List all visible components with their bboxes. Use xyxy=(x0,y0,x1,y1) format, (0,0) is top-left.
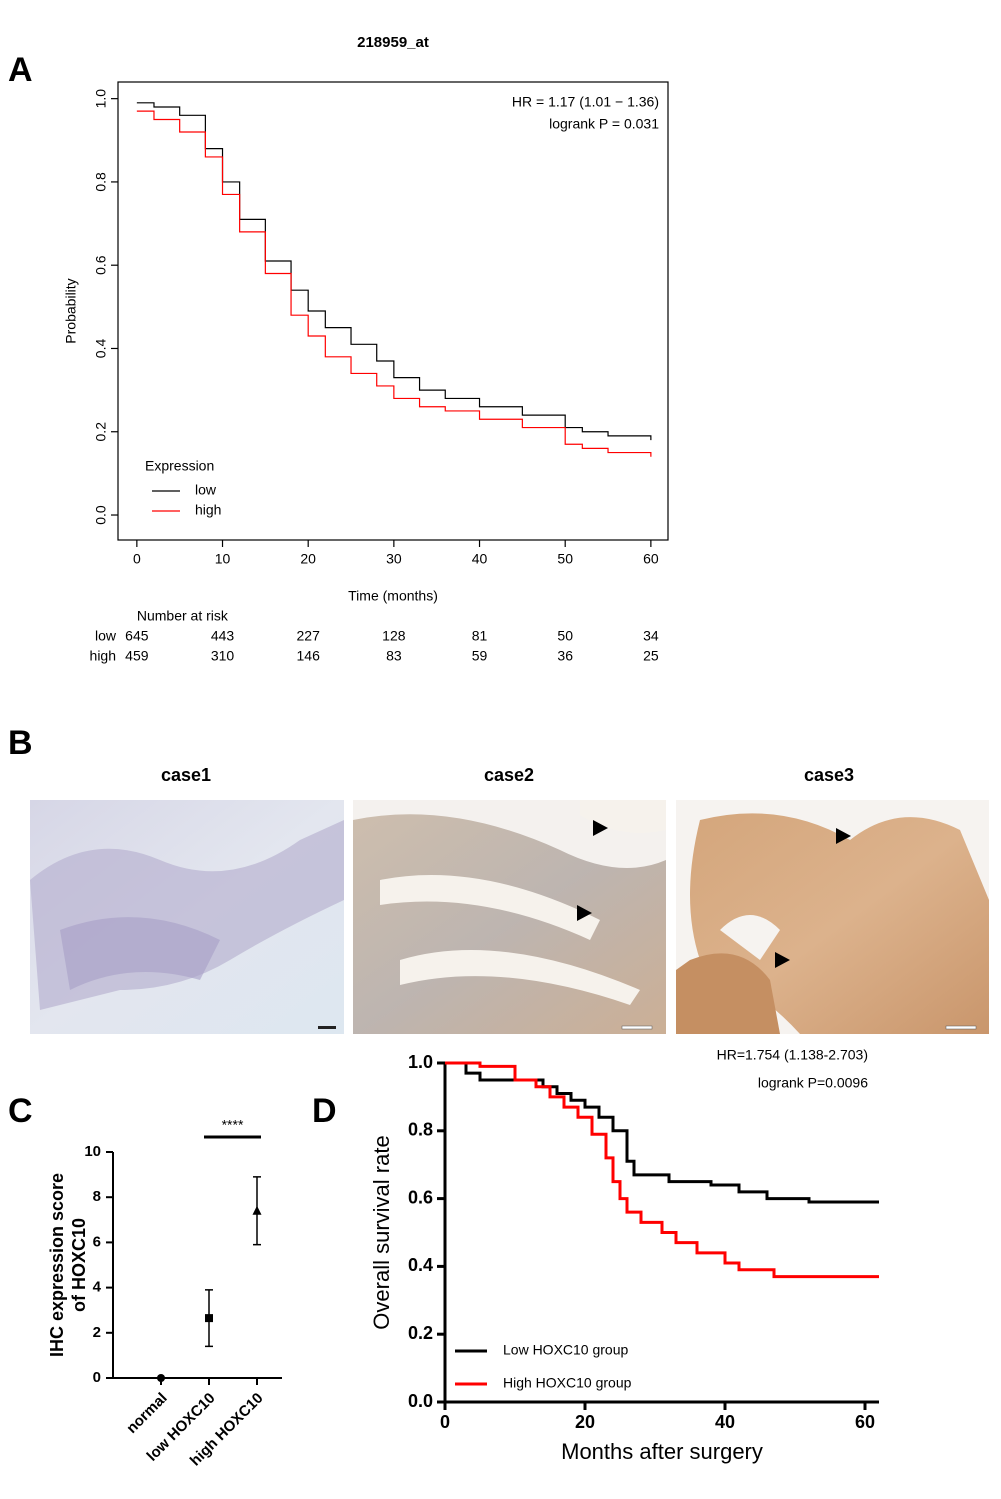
image-title: case2 xyxy=(484,765,534,785)
marker xyxy=(252,1205,262,1215)
risk-row-name: low xyxy=(95,628,117,644)
legend-label: high xyxy=(195,502,221,518)
x-tick-label: 20 xyxy=(575,1412,595,1432)
x-axis-label: Time (months) xyxy=(348,588,438,604)
x-tick-label: 30 xyxy=(386,551,402,567)
y-tick-label: 0.8 xyxy=(93,172,109,192)
risk-value: 36 xyxy=(557,648,573,664)
x-tick-label: 40 xyxy=(715,1412,735,1432)
panel-label: A xyxy=(8,51,33,89)
significance-label: **** xyxy=(222,1117,244,1133)
legend-label: low xyxy=(195,482,217,498)
y-tick-label: 4 xyxy=(93,1279,102,1296)
y-tick-label: 1.0 xyxy=(93,89,109,109)
y-axis-label: of HOXC10 xyxy=(69,1218,89,1312)
y-tick-label: 6 xyxy=(93,1233,101,1250)
survival-curve xyxy=(136,102,652,441)
y-tick-label: 0.0 xyxy=(93,505,109,525)
legend-title: Expression xyxy=(145,458,214,474)
legend-label: Low HOXC10 group xyxy=(503,1342,629,1358)
y-tick-label: 0.2 xyxy=(408,1323,433,1343)
survival-curve xyxy=(136,110,652,457)
y-tick-label: 0.6 xyxy=(93,255,109,275)
annotation: logrank P=0.0096 xyxy=(758,1075,868,1091)
risk-value: 25 xyxy=(643,648,659,664)
x-tick-label: 60 xyxy=(643,551,659,567)
risk-value: 443 xyxy=(211,628,235,644)
micrograph xyxy=(30,800,344,1034)
y-axis-label: Probability xyxy=(63,278,79,343)
x-tick-label: 0 xyxy=(440,1412,450,1432)
y-tick-label: 10 xyxy=(84,1143,101,1160)
risk-value: 50 xyxy=(557,628,573,644)
y-tick-label: 0.6 xyxy=(408,1187,433,1207)
risk-row-name: high xyxy=(90,648,116,664)
plot-frame xyxy=(117,81,669,541)
y-tick-label: 2 xyxy=(93,1324,101,1341)
y-tick-label: 0.8 xyxy=(408,1120,433,1140)
risk-value: 83 xyxy=(386,648,402,664)
y-axis-label: Overall survival rate xyxy=(369,1135,394,1329)
risk-value: 34 xyxy=(643,628,659,644)
y-tick-label: 0.4 xyxy=(93,339,109,359)
x-tick-label: 60 xyxy=(855,1412,875,1432)
x-tick-label: normal xyxy=(123,1390,170,1437)
risk-value: 459 xyxy=(125,648,149,664)
x-tick-label: 0 xyxy=(133,551,141,567)
risk-value: 81 xyxy=(472,628,488,644)
image-title: case3 xyxy=(804,765,854,785)
x-tick-label: 40 xyxy=(472,551,488,567)
annotation: HR=1.754 (1.138-2.703) xyxy=(717,1047,868,1063)
risk-title: Number at risk xyxy=(137,608,229,624)
marker xyxy=(157,1374,165,1382)
marker xyxy=(205,1314,213,1323)
panel-label: D xyxy=(312,1092,337,1130)
y-tick-label: 0.0 xyxy=(408,1391,433,1411)
annotation: HR = 1.17 (1.01 − 1.36) xyxy=(512,94,659,110)
x-tick-label: 50 xyxy=(557,551,573,567)
risk-value: 310 xyxy=(211,648,235,664)
chart-title: 218959_at xyxy=(357,34,429,51)
y-axis-label: IHC expression score xyxy=(47,1173,67,1357)
risk-value: 146 xyxy=(297,648,321,664)
x-tick-label: 20 xyxy=(300,551,316,567)
y-tick-label: 0.4 xyxy=(408,1255,433,1275)
annotation: logrank P = 0.031 xyxy=(549,116,659,132)
panel-label: B xyxy=(8,724,33,762)
x-axis-label: Months after surgery xyxy=(561,1439,763,1464)
risk-value: 128 xyxy=(382,628,406,644)
image-title: case1 xyxy=(161,765,211,785)
risk-value: 227 xyxy=(297,628,321,644)
y-tick-label: 0.2 xyxy=(93,422,109,442)
y-tick-label: 1.0 xyxy=(408,1052,433,1072)
micrograph xyxy=(676,800,989,1034)
risk-value: 59 xyxy=(472,648,488,664)
legend-label: High HOXC10 group xyxy=(503,1375,632,1391)
micrograph xyxy=(353,800,666,1034)
y-tick-label: 8 xyxy=(93,1188,101,1205)
risk-value: 645 xyxy=(125,628,149,644)
survival-curve xyxy=(445,1061,879,1279)
x-tick-label: 10 xyxy=(215,551,231,567)
panel-label: C xyxy=(8,1092,33,1130)
y-tick-label: 0 xyxy=(93,1369,101,1386)
